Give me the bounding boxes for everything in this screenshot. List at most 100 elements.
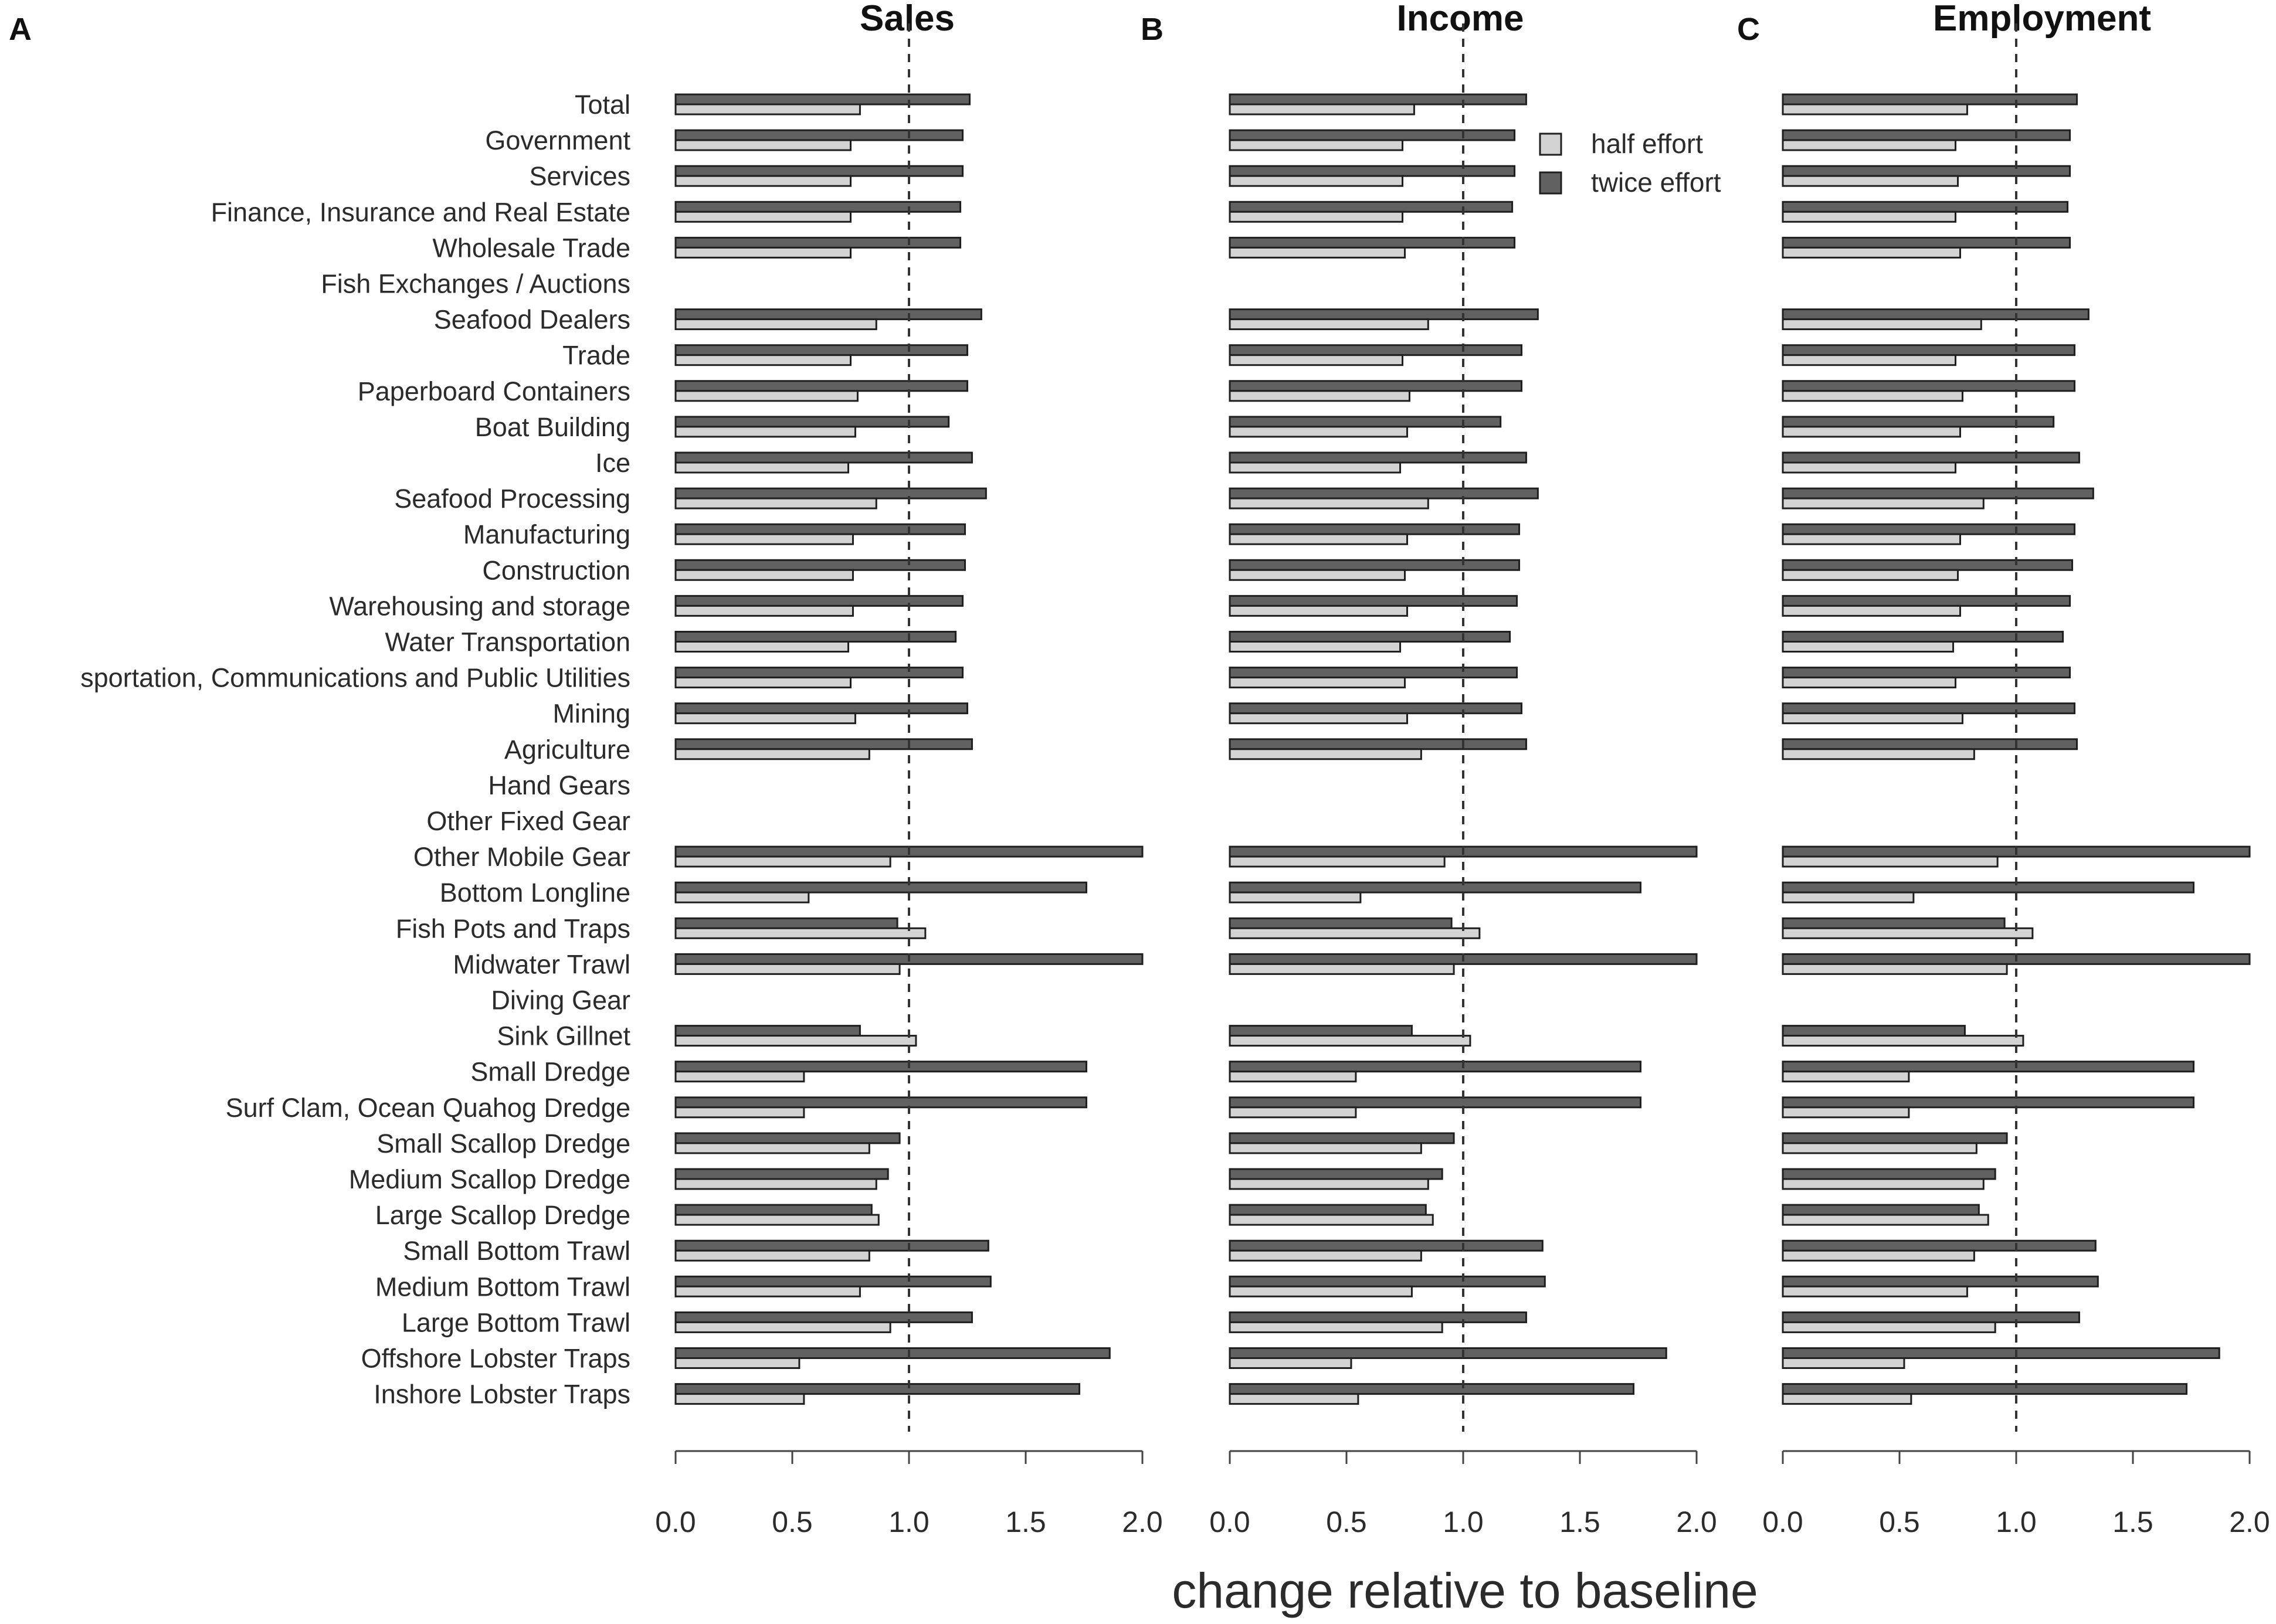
bar-half-sportation-communications-and-public-utilities <box>1229 677 1406 689</box>
bar-half-bottom-longline <box>1782 891 1915 903</box>
x-tick-label: 1.5 <box>2112 1506 2153 1538</box>
legend-label: twice effort <box>1591 167 1721 198</box>
bar-twice-government <box>1229 129 1516 141</box>
bar-half-inshore-lobster-traps <box>1782 1393 1912 1405</box>
bar-half-seafood-processing <box>1229 497 1429 509</box>
bar-twice-ice <box>674 451 973 464</box>
bar-half-agriculture <box>1782 748 1975 760</box>
bar-half-small-dredge <box>1782 1071 1910 1083</box>
x-tick-label: 0.5 <box>772 1506 813 1538</box>
bar-half-warehousing-and-storage <box>1229 604 1408 617</box>
bar-twice-surf-clam-ocean-quahog-dredge <box>1782 1096 2194 1109</box>
category-label: Seafood Dealers <box>434 305 630 335</box>
bar-twice-construction <box>674 559 966 571</box>
bar-twice-inshore-lobster-traps <box>1229 1383 1635 1395</box>
bar-twice-seafood-dealers <box>1782 308 2090 321</box>
bar-half-construction <box>1782 569 1959 581</box>
bar-twice-wholesale-trade <box>1229 236 1516 249</box>
bar-twice-finance-insurance-and-real-estate <box>674 201 962 213</box>
category-label: Inshore Lobster Traps <box>374 1380 630 1409</box>
bar-twice-services <box>1782 165 2071 177</box>
bar-twice-small-bottom-trawl <box>1782 1239 2097 1252</box>
category-label: Large Bottom Trawl <box>402 1307 630 1337</box>
category-label: Warehousing and storage <box>329 591 630 621</box>
bar-twice-warehousing-and-storage <box>674 594 964 607</box>
category-label: Bottom Longline <box>440 878 630 908</box>
bar-twice-medium-scallop-dredge <box>1229 1168 1443 1180</box>
bar-twice-offshore-lobster-traps <box>674 1347 1111 1359</box>
legend-swatch-twice-effort <box>1539 171 1562 195</box>
bar-twice-agriculture <box>1229 738 1527 750</box>
bar-twice-sink-gillnet <box>674 1025 861 1037</box>
bar-half-services <box>1229 175 1404 187</box>
category-label: Midwater Trawl <box>453 949 630 979</box>
category-label: Small Scallop Dredge <box>376 1129 630 1158</box>
bar-half-government <box>1782 139 1957 151</box>
bar-twice-manufacturing <box>1782 523 2075 535</box>
x-tick-label: 0.0 <box>1762 1506 1803 1538</box>
bar-half-boat-building <box>1782 426 1961 438</box>
bar-half-total <box>1782 103 1968 115</box>
x-tick-label: 1.5 <box>1005 1506 1046 1538</box>
bar-half-paperboard-containers <box>674 390 859 402</box>
bar-half-large-scallop-dredge <box>674 1214 880 1226</box>
x-tick-label: 1.0 <box>1443 1506 1484 1538</box>
bar-half-offshore-lobster-traps <box>674 1357 800 1369</box>
category-label: Offshore Lobster Traps <box>361 1344 630 1374</box>
panel-income: B Income 0.0 0.5 1.0 1.5 2.0 <box>1141 0 1717 1538</box>
category-label: Boat Building <box>475 412 630 442</box>
bar-half-paperboard-containers <box>1229 390 1410 402</box>
panel-sales: A Sales 0.0 0.5 1.0 1.5 2.0 <box>9 0 1163 1538</box>
bar-twice-services <box>1229 165 1516 177</box>
bar-half-seafood-processing <box>674 497 877 509</box>
panels: A Sales 0.0 0.5 1.0 1.5 2.0 B Income 0.0 0.5 1.0 1.5… <box>9 0 2270 1538</box>
bar-twice-medium-scallop-dredge <box>1782 1168 1996 1180</box>
bar-half-warehousing-and-storage <box>1782 604 1961 617</box>
category-label: Total <box>575 90 630 120</box>
bar-half-large-bottom-trawl <box>674 1321 891 1333</box>
bar-twice-inshore-lobster-traps <box>674 1383 1081 1395</box>
bar-half-finance-insurance-and-real-estate <box>1229 210 1404 223</box>
bar-half-small-scallop-dredge <box>1782 1142 1977 1154</box>
category-label: Other Mobile Gear <box>413 842 630 872</box>
x-tick-label: 2.0 <box>1122 1506 1163 1538</box>
bar-twice-water-transportation <box>674 631 957 643</box>
bar-twice-total <box>1782 93 2078 106</box>
bar-twice-fish-pots-and-traps <box>1229 917 1453 929</box>
bar-half-manufacturing <box>1229 533 1408 545</box>
bar-half-medium-scallop-dredge <box>1229 1178 1429 1190</box>
bar-twice-seafood-processing <box>1782 487 2094 500</box>
category-labels: Total Government Services Finance, Insuranc… <box>80 90 630 1409</box>
bar-twice-seafood-dealers <box>674 308 982 321</box>
bar-half-manufacturing <box>1782 533 1961 545</box>
bar-half-midwater-trawl <box>674 963 901 975</box>
category-label: Large Scallop Dredge <box>375 1200 630 1230</box>
bar-half-wholesale-trade <box>674 246 852 259</box>
bar-half-paperboard-containers <box>1782 390 1963 402</box>
bar-half-surf-clam-ocean-quahog-dredge <box>674 1106 805 1119</box>
bar-twice-medium-bottom-trawl <box>674 1275 992 1287</box>
bar-half-government <box>1229 139 1404 151</box>
bar-half-small-bottom-trawl <box>674 1249 870 1262</box>
panel-letter: C <box>1737 12 1760 47</box>
bar-half-bottom-longline <box>674 891 810 903</box>
bar-twice-offshore-lobster-traps <box>1229 1347 1667 1359</box>
bar-half-seafood-dealers <box>1229 318 1429 331</box>
category-label: Small Bottom Trawl <box>403 1236 630 1266</box>
bar-twice-seafood-processing <box>1229 487 1539 500</box>
bar-twice-mining <box>1229 702 1522 715</box>
category-label: Small Dredge <box>470 1057 630 1087</box>
bar-twice-agriculture <box>1782 738 2078 750</box>
bar-twice-mining <box>674 702 968 715</box>
bar-half-large-scallop-dredge <box>1229 1214 1434 1226</box>
bar-twice-services <box>674 165 964 177</box>
bar-twice-medium-bottom-trawl <box>1782 1275 2099 1287</box>
bar-half-trade <box>1229 354 1404 366</box>
panel-letter: A <box>9 12 32 47</box>
panel-title: Employment <box>1933 0 2151 39</box>
category-label: Finance, Insurance and Real Estate <box>211 197 630 227</box>
bar-half-mining <box>1229 712 1408 725</box>
bar-half-sink-gillnet <box>1229 1035 1471 1047</box>
bar-twice-mining <box>1782 702 2075 715</box>
bar-half-surf-clam-ocean-quahog-dredge <box>1782 1106 1910 1119</box>
